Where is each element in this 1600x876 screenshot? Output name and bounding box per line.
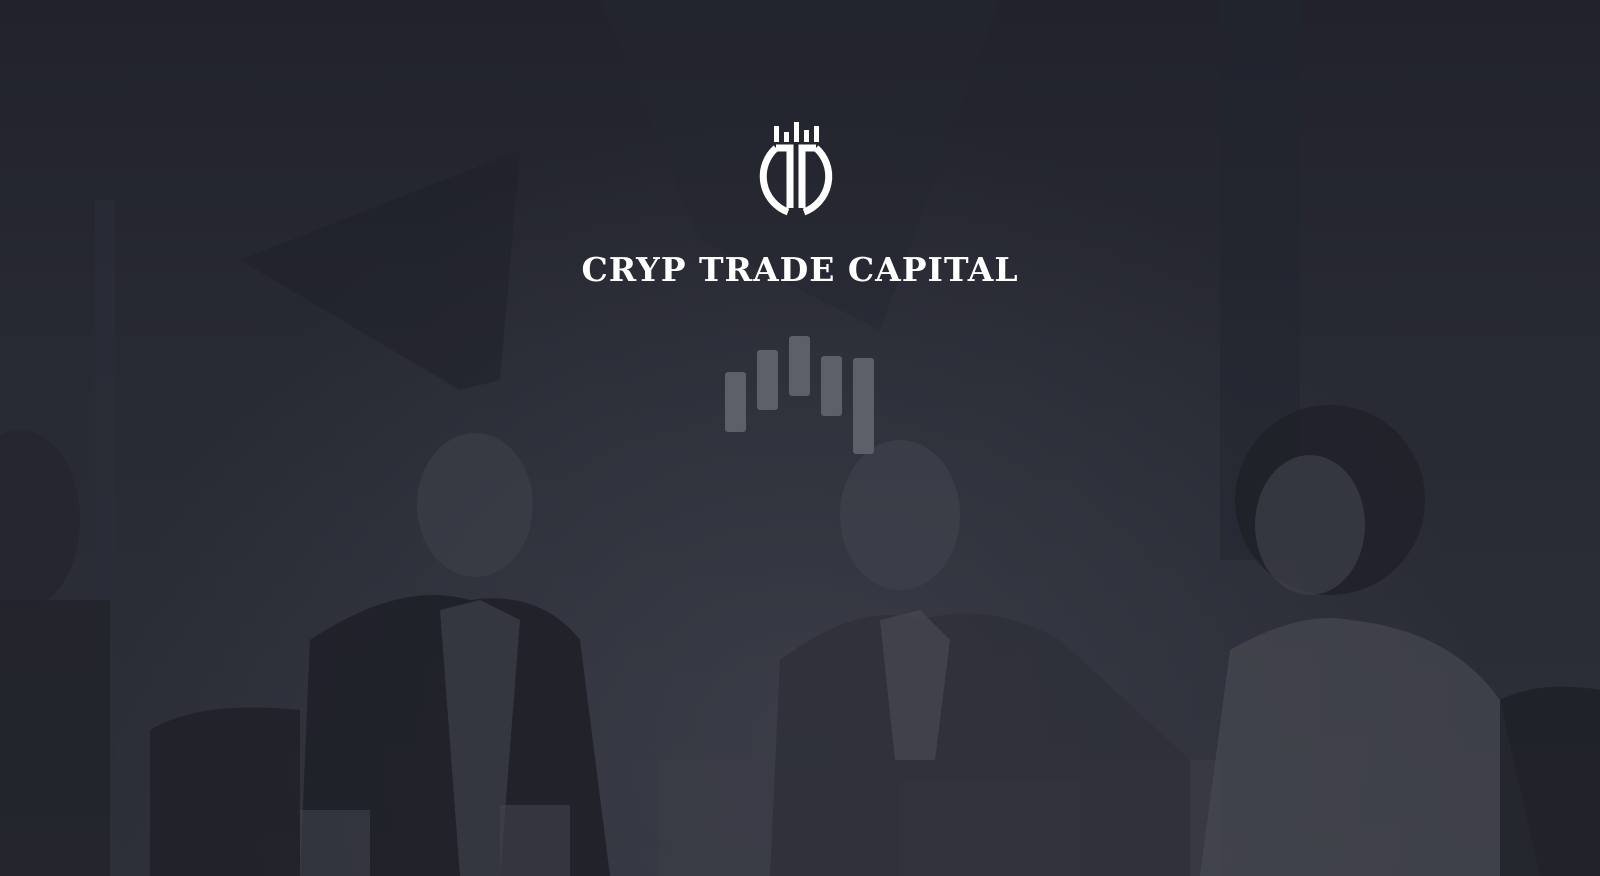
loader-bar-3 — [789, 336, 810, 396]
candlestick-loading-icon — [722, 336, 878, 460]
loader-bar-2 — [757, 350, 778, 410]
brand-title: CRYP TRADE CAPITAL — [581, 250, 1019, 289]
loader-bar-4 — [821, 356, 842, 416]
cryp-trade-capital-logo-icon — [759, 122, 833, 216]
loader-bar-1 — [725, 372, 746, 432]
loader-bar-5 — [853, 358, 874, 454]
brand-logo — [754, 122, 838, 216]
